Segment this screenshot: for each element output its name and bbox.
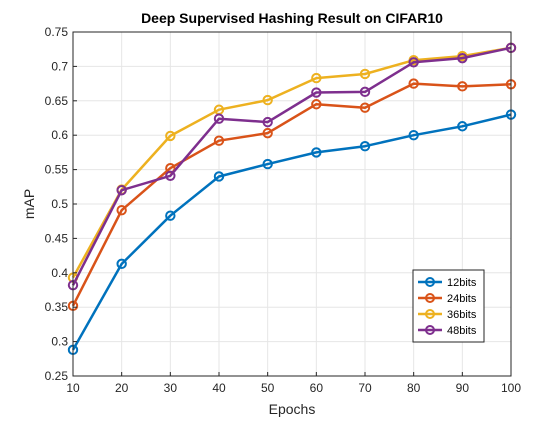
data-point: [262, 158, 273, 170]
series-line: [71, 113, 512, 351]
data-point: [311, 72, 322, 84]
x-tick-label: 70: [358, 381, 372, 395]
series-line: [71, 46, 512, 286]
x-tick-label: 100: [501, 381, 521, 395]
data-point: [165, 210, 176, 221]
data-point: [408, 57, 419, 68]
legend-swatch-marker: [425, 309, 435, 319]
y-tick-label: 0.25: [45, 369, 69, 383]
y-tick-label: 0.6: [51, 128, 68, 142]
y-tick-label: 0.55: [45, 163, 69, 177]
y-tick-label: 0.4: [51, 266, 68, 280]
x-ticks: 10 20 30 40 50 60 70 80 90 100: [66, 372, 521, 395]
x-tick-label: 90: [456, 381, 470, 395]
data-point: [116, 258, 127, 270]
series-48bits: [67, 42, 517, 291]
data-point: [165, 170, 176, 181]
series-line: [71, 46, 512, 279]
legend: 12bits 24bits 36bits 48bits: [412, 269, 485, 343]
data-point: [116, 204, 127, 216]
y-tick-label: 0.75: [45, 25, 69, 39]
data-point: [359, 141, 371, 152]
data-point: [457, 81, 468, 92]
series-24bits: [67, 78, 517, 312]
data-point: [165, 130, 176, 142]
x-tick-label: 80: [407, 381, 421, 395]
y-tick-label: 0.7: [51, 59, 68, 73]
y-tick-label: 0.35: [45, 300, 69, 314]
legend-swatch-marker: [425, 293, 435, 303]
data-point: [213, 171, 225, 182]
series-line: [71, 82, 512, 307]
data-point: [359, 68, 371, 80]
legend-swatch-marker: [425, 277, 435, 287]
data-point: [457, 121, 468, 132]
legend-label: 12bits: [447, 277, 477, 289]
y-tick-label: 0.65: [45, 94, 69, 108]
x-tick-label: 60: [310, 381, 324, 395]
chart-title: Deep Supervised Hashing Result on CIFAR1…: [141, 10, 443, 26]
data-point: [457, 52, 468, 64]
legend-label: 36bits: [447, 309, 477, 321]
x-axis-label: Epochs: [269, 401, 316, 417]
y-tick-label: 0.3: [51, 335, 68, 349]
x-tick-label: 30: [164, 381, 178, 395]
legend-label: 24bits: [447, 293, 477, 305]
data-point: [359, 102, 371, 113]
x-tick-label: 50: [261, 381, 275, 395]
data-point: [213, 135, 225, 146]
data-point: [408, 78, 419, 89]
data-point: [311, 147, 322, 158]
data-point: [408, 130, 419, 141]
data-point: [262, 127, 273, 139]
legend-swatch-marker: [425, 325, 435, 335]
data-point: [116, 185, 127, 196]
data-point: [213, 113, 225, 124]
data-point: [262, 116, 273, 128]
y-ticks: 0.25 0.3 0.35 0.4 0.45 0.5 0.55 0.6 0.65 0.7 0.75: [45, 25, 77, 383]
y-axis-label: mAP: [21, 189, 37, 219]
data-point: [262, 94, 273, 106]
data-point: [359, 86, 371, 98]
x-tick-label: 40: [212, 381, 226, 395]
x-tick-label: 20: [115, 381, 129, 395]
legend-label: 48bits: [447, 325, 477, 337]
data-point: [311, 99, 322, 110]
y-tick-label: 0.5: [51, 197, 68, 211]
x-tick-label: 10: [66, 381, 80, 395]
data-point: [311, 87, 322, 98]
y-tick-label: 0.45: [45, 231, 69, 245]
